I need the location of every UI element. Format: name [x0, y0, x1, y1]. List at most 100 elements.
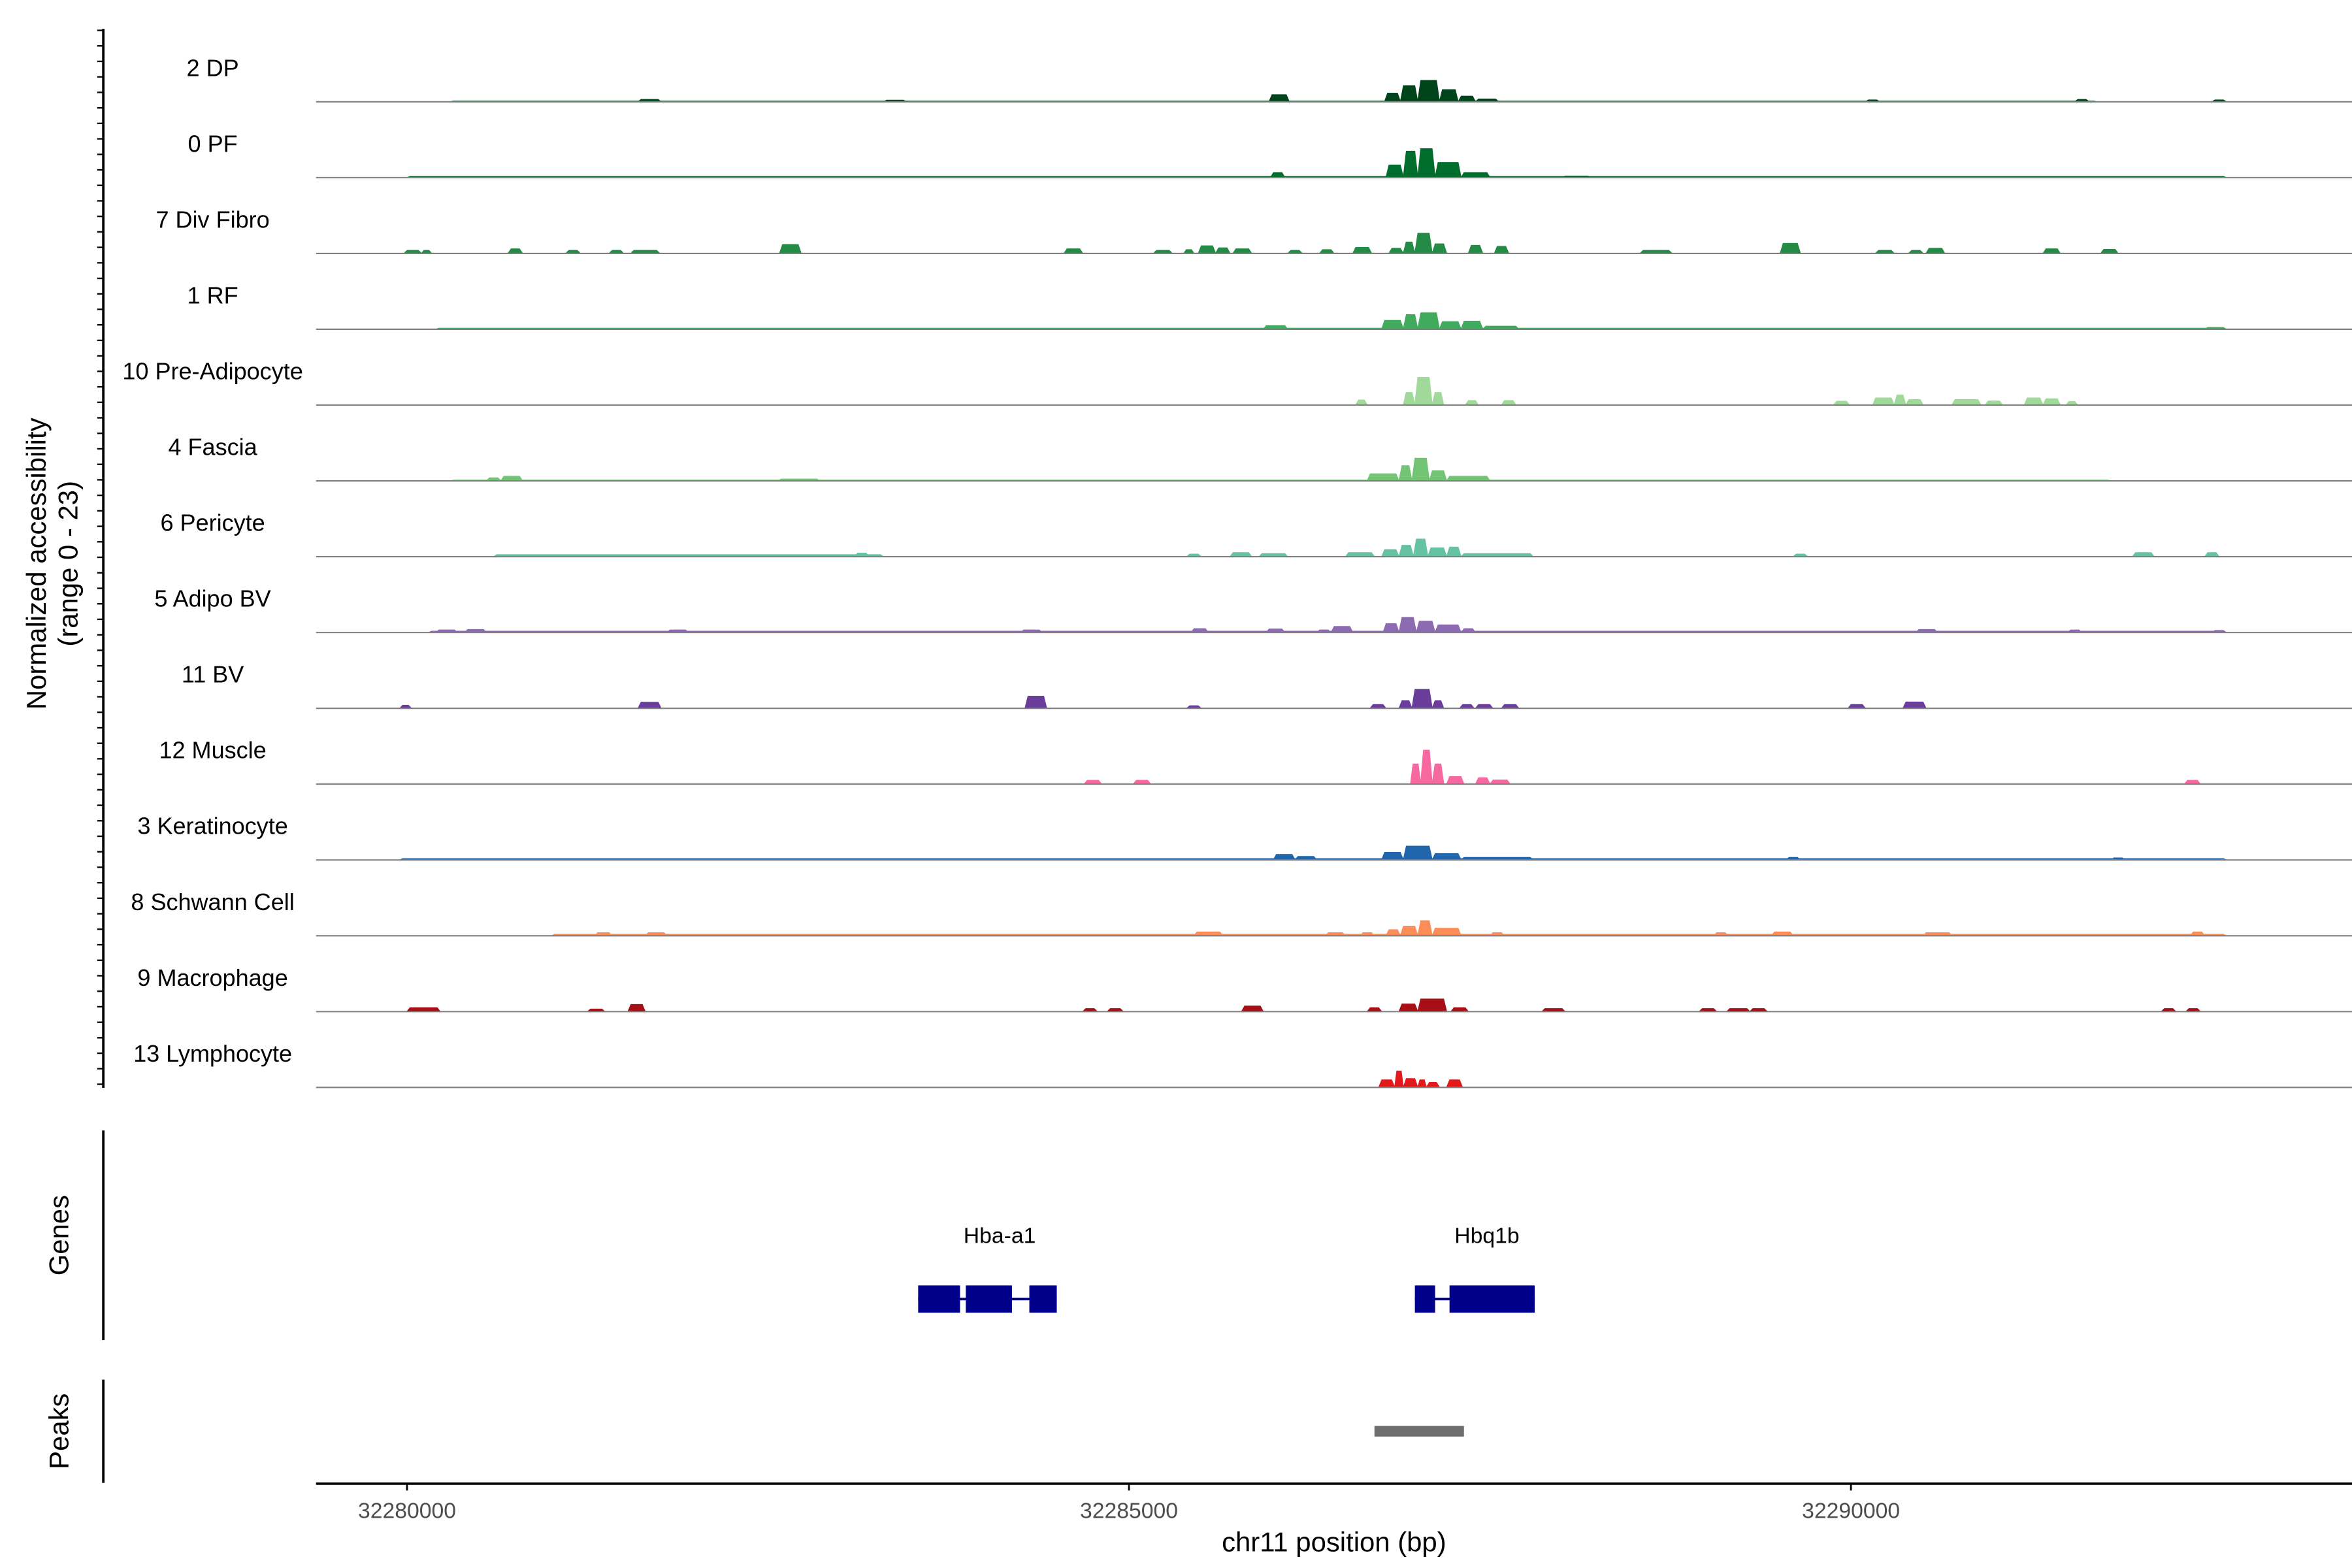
- peak-regions: [1374, 1426, 1464, 1437]
- coverage-track: 2 DP: [187, 54, 2352, 103]
- coverage-peak: [1427, 547, 1448, 557]
- gene-model: Hbq1b: [1414, 1223, 1535, 1313]
- track-label: 1 RF: [188, 282, 238, 308]
- genes-panel-label: Genes: [44, 1195, 74, 1275]
- coverage-peak: [1413, 538, 1429, 557]
- coverage-peak: [1460, 172, 1491, 178]
- coverage-peak: [1439, 89, 1459, 103]
- coverage-peak: [1385, 929, 1401, 937]
- coverage-peak: [1399, 85, 1418, 103]
- coverage-peak: [1403, 150, 1418, 178]
- coverage-peak: [1403, 845, 1433, 860]
- coverage-peak: [1269, 172, 1286, 178]
- coverage-peak: [1446, 546, 1462, 557]
- coverage-peak: [779, 244, 802, 254]
- x-axis-tick-label: 32290000: [1802, 1498, 1900, 1523]
- coverage-track: 11 BV: [182, 661, 2352, 710]
- coverage-peak: [1414, 233, 1433, 254]
- coverage-peak: [1417, 80, 1441, 103]
- x-axis-title: chr11 position (bp): [1222, 1526, 1446, 1557]
- coverage-peak: [1439, 321, 1462, 330]
- coverage-peak: [1399, 926, 1419, 937]
- coverage-peak: [1380, 852, 1404, 860]
- coverage-peak: [1494, 246, 1510, 254]
- coverage-peak: [1417, 920, 1433, 937]
- coverage-peak: [1431, 928, 1462, 937]
- track-label: 4 Fascia: [168, 434, 257, 461]
- track-label: 10 Pre-Adipocyte: [122, 357, 302, 384]
- coverage-peak: [1446, 1079, 1463, 1088]
- coverage-peak: [1398, 545, 1414, 557]
- coverage-y-axis-title: Normalized accessibility (range 0 - 23): [21, 417, 84, 710]
- coverage-peak: [1779, 242, 1801, 254]
- coverage-track: 1 RF: [188, 282, 2352, 330]
- coverage-peak: [1388, 248, 1405, 254]
- coverage-peak: [1385, 164, 1404, 178]
- coverage-peak: [627, 1004, 646, 1013]
- gene-exon: [1029, 1285, 1057, 1313]
- coverage-peak: [1411, 457, 1430, 482]
- peaks-panel-label: Peaks: [44, 1394, 74, 1469]
- gene-label: Hbq1b: [1454, 1223, 1519, 1248]
- coverage-peak: [1024, 696, 1047, 709]
- coverage-peak: [1902, 701, 1927, 709]
- track-label: 3 Keratinocyte: [137, 813, 287, 840]
- gene-exon: [1414, 1285, 1435, 1313]
- coverage-peak: [1446, 776, 1465, 785]
- coverage-peak: [1398, 617, 1417, 633]
- gene-exon: [966, 1285, 1013, 1313]
- coverage-peak: [1380, 319, 1404, 330]
- track-label: 2 DP: [187, 54, 239, 81]
- coverage-peak: [1417, 312, 1441, 330]
- coverage-peak: [1330, 626, 1354, 633]
- coverage-peak: [1417, 998, 1448, 1013]
- coverage-track: 10 Pre-Adipocyte: [122, 357, 2352, 406]
- gene-label: Hba-a1: [964, 1223, 1036, 1248]
- coverage-peak: [1382, 623, 1400, 633]
- y-axis-title-line2: (range 0 - 23): [53, 481, 84, 647]
- track-label: 6 Pericyte: [160, 510, 265, 536]
- coverage-peak: [1415, 621, 1436, 633]
- coverage-peak: [1198, 245, 1217, 254]
- gene-model: Hba-a1: [918, 1223, 1057, 1313]
- coverage-track: 13 Lymphocyte: [133, 1040, 2352, 1088]
- coverage-track: 4 Fascia: [168, 434, 2352, 482]
- coverage-track: 9 Macrophage: [137, 964, 2352, 1013]
- coverage-tracks: 2 DP 0 PF 7 Div Fibro 1 RF 10 Pre-Adipocyte 4…: [122, 54, 2352, 1088]
- coverage-peak: [1460, 320, 1484, 330]
- track-label: 9 Macrophage: [137, 964, 287, 991]
- coverage-peak: [1384, 93, 1401, 103]
- coverage-peak: [1434, 162, 1462, 178]
- coverage-track: 7 Div Fibro: [155, 206, 2352, 254]
- coverage-peak: [1431, 243, 1448, 254]
- x-axis-tick-label: 32285000: [1080, 1498, 1178, 1523]
- peak-region-bar: [1374, 1426, 1464, 1437]
- coverage-peak: [1434, 624, 1462, 633]
- coverage-peak: [1411, 689, 1433, 709]
- track-label: 0 PF: [188, 130, 238, 157]
- x-axis-ticks: 32280000 32285000 32290000: [358, 1484, 1900, 1523]
- gene-annotations: Hba-a1 Hbq1b: [918, 1223, 1535, 1313]
- coverage-track: 0 PF: [188, 130, 2352, 178]
- coverage-peak: [1268, 94, 1290, 103]
- coverage-track: 8 Schwann Cell: [131, 889, 2352, 937]
- gene-exon: [918, 1285, 960, 1313]
- track-label: 8 Schwann Cell: [131, 889, 294, 915]
- coverage-peak: [637, 702, 662, 709]
- track-label: 5 Adipo BV: [154, 585, 270, 612]
- coverage-peak: [1904, 399, 1924, 406]
- coverage-peak: [1402, 1078, 1419, 1088]
- coverage-peak: [1417, 148, 1436, 178]
- coverage-peak: [1428, 470, 1448, 482]
- track-label: 13 Lymphocyte: [133, 1040, 292, 1067]
- coverage-peak: [1872, 397, 1895, 406]
- coverage-y-axis-ticks: [97, 29, 104, 1085]
- y-axis-title-line1: Normalized accessibility: [21, 417, 52, 710]
- coverage-peak: [1398, 1004, 1419, 1013]
- coverage-peak: [1352, 246, 1373, 254]
- track-label: 12 Muscle: [159, 737, 266, 764]
- coverage-peak: [1467, 244, 1484, 254]
- gene-exon: [1449, 1285, 1535, 1313]
- coverage-peak: [1215, 247, 1231, 254]
